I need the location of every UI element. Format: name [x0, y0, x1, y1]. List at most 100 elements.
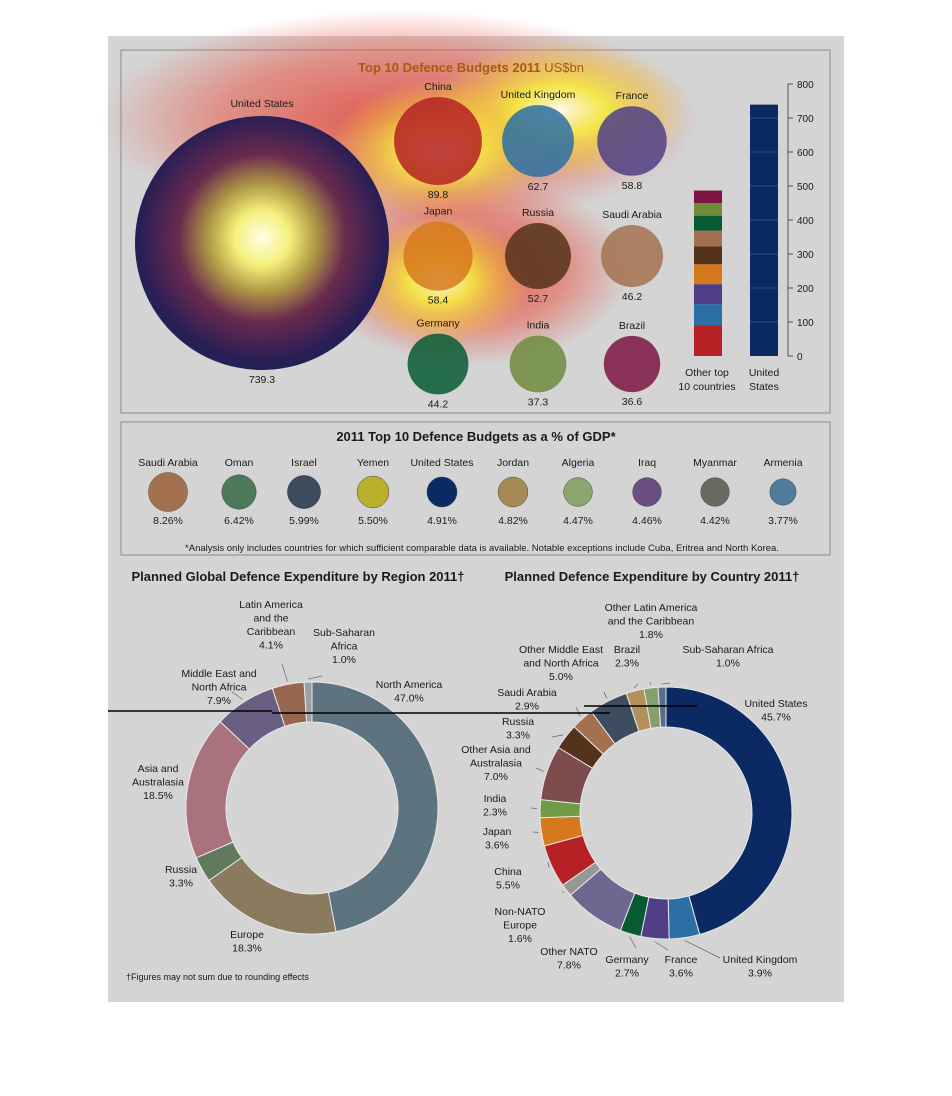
y-tick-label: 500 [797, 182, 814, 193]
donut-slice-sub-saharan-africa [303, 681, 313, 723]
bubble-value-united-states: 739.3 [249, 374, 275, 386]
bubble-value-india: 37.3 [528, 396, 549, 408]
bubble-japan [403, 221, 473, 291]
top-chart-title: Top 10 Defence Budgets 2011 US$bn [358, 60, 584, 75]
bubble-value-brazil: 36.6 [622, 396, 643, 408]
leader-line [654, 941, 669, 951]
gdp-country-armenia: Armenia [763, 457, 802, 469]
bubble-label-united-states: United States [230, 98, 293, 110]
slice-label-asia-and-australasia: Asia and [138, 763, 179, 775]
y-tick-label: 0 [797, 352, 803, 363]
bar-segment-france [694, 284, 722, 305]
leader-line [629, 936, 637, 949]
slice-label-saudi-arabia: Saudi Arabia [497, 687, 557, 699]
bar-united-states [750, 104, 778, 356]
gdp-bubble-oman [221, 474, 257, 510]
leader-line [661, 682, 671, 685]
bubble-india [509, 335, 567, 393]
bar-segment-saudi-arabia [694, 230, 722, 247]
bar-category-label: United [749, 367, 780, 379]
gdp-value-myanmar: 4.42% [700, 515, 730, 527]
bubble-label-china: China [424, 81, 452, 93]
gdp-bubble-armenia [769, 478, 797, 506]
leader-line [684, 940, 721, 959]
gdp-value-iraq: 4.46% [632, 515, 662, 527]
bubble-label-saudi-arabia: Saudi Arabia [602, 209, 662, 221]
slice-value-asia-and-australasia: 18.5% [143, 790, 173, 802]
bubble-value-russia: 52.7 [528, 293, 549, 305]
slice-value-middle-east-and-north-africa: 7.9% [207, 695, 231, 707]
y-tick-label: 600 [797, 148, 814, 159]
region-chart-title: Planned Global Defence Expenditure by Re… [131, 569, 464, 584]
slice-value-united-states: 45.7% [761, 712, 791, 724]
slice-value-russia: 3.3% [506, 730, 530, 742]
bubble-value-japan: 58.4 [428, 295, 449, 307]
bubble-label-russia: Russia [522, 207, 554, 219]
slice-label-middle-east-and-north-africa: Middle East and [181, 668, 256, 680]
gdp-bubble-israel [287, 475, 321, 509]
slice-label-other-nato: Other NATO [540, 946, 597, 958]
slice-label-france: France [665, 954, 698, 966]
gdp-country-jordan: Jordan [497, 457, 529, 469]
bubble-value-china: 89.8 [428, 189, 449, 201]
slice-label-sub-saharan-africa: Sub-Saharan Africa [682, 644, 773, 656]
slice-label-other-middle-east-and-north-africa: Other Middle East [519, 644, 603, 656]
gdp-value-jordan: 4.82% [498, 515, 528, 527]
bubble-label-united-kingdom: United Kingdom [501, 89, 576, 101]
bar-segment-japan [694, 264, 722, 285]
slice-value-japan: 3.6% [485, 840, 509, 852]
gdp-bubble-jordan [497, 476, 529, 508]
donut-slice-united-states [665, 686, 793, 936]
gdp-bubble-iraq [632, 477, 662, 507]
leader-line [231, 691, 243, 700]
gdp-value-saudi-arabia: 8.26% [153, 515, 183, 527]
gdp-country-iraq: Iraq [638, 457, 656, 469]
slice-label-europe: Europe [230, 929, 264, 941]
slice-value-russia: 3.3% [169, 878, 193, 890]
gdp-bubble-saudi-arabia [148, 472, 188, 512]
country-chart-title: Planned Defence Expenditure by Country 2… [505, 569, 800, 584]
gdp-country-israel: Israel [291, 457, 317, 469]
slice-value-other-nato: 7.8% [557, 960, 581, 972]
gdp-value-united-states: 4.91% [427, 515, 457, 527]
slice-label-brazil: Brazil [614, 644, 640, 656]
slice-value-germany: 2.7% [615, 968, 639, 980]
slice-label-other-asia-and-australasia: Australasia [470, 758, 522, 770]
bubble-russia [505, 223, 571, 289]
gdp-value-oman: 6.42% [224, 515, 254, 527]
slice-label-non-nato-europe: Europe [503, 920, 537, 932]
top-chart-title-main: Top 10 Defence Budgets 2011 [358, 60, 544, 75]
slice-label-asia-and-australasia: Australasia [132, 777, 184, 789]
slice-value-other-middle-east-and-north-africa: 5.0% [549, 671, 573, 683]
gdp-value-yemen: 5.50% [358, 515, 388, 527]
leader-line [307, 675, 323, 680]
donut-slice-north-america [311, 681, 439, 933]
slice-value-india: 2.3% [483, 807, 507, 819]
gdp-value-armenia: 3.77% [768, 515, 798, 527]
gdp-country-saudi-arabia: Saudi Arabia [138, 457, 198, 469]
gdp-value-algeria: 4.47% [563, 515, 593, 527]
bubble-value-united-kingdom: 62.7 [528, 181, 549, 193]
bar-segment-china [694, 325, 722, 356]
leader-line [649, 681, 651, 685]
bar-chart: 0 100 200 300 400 500 600 700 800 Other top 10 cou… [678, 80, 814, 393]
bar-segment-germany [694, 215, 722, 231]
bubble-value-germany: 44.2 [428, 398, 449, 410]
slice-value-china: 5.5% [496, 880, 520, 892]
bar-category-label: Other top [685, 367, 729, 379]
gdp-bubble-row: Saudi Arabia 8.26% Oman 6.42% Israel 5.99% Yem… [138, 457, 802, 527]
bubble-france [597, 106, 667, 176]
slice-label-other-middle-east-and-north-africa: and North Africa [523, 658, 598, 670]
bubble-label-japan: Japan [424, 205, 453, 217]
slice-label-india: India [484, 793, 507, 805]
slice-label-china: China [494, 866, 522, 878]
slice-value-saudi-arabia: 2.9% [515, 701, 539, 713]
leader-line [281, 663, 288, 682]
y-tick-label: 200 [797, 284, 814, 295]
slice-value-brazil: 2.3% [615, 658, 639, 670]
slice-label-non-nato-europe: Non-NATO [495, 906, 546, 918]
bubble-united-states [135, 116, 389, 370]
slice-value-latin-america-and-the-caribbean: 4.1% [259, 640, 283, 652]
slice-label-other-latin-america-and-the-caribbean: Other Latin America [605, 602, 698, 614]
